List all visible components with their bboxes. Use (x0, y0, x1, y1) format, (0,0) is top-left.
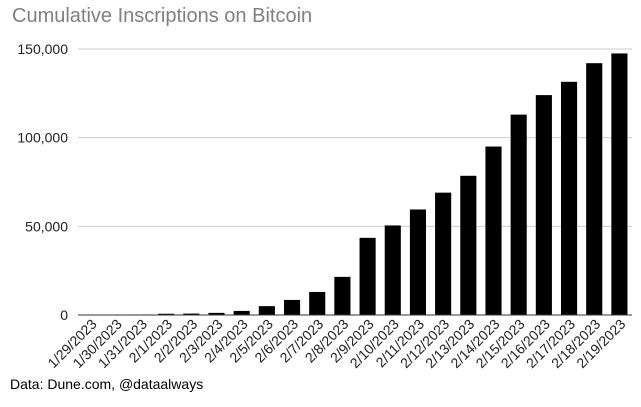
y-tick-label: 0 (60, 307, 68, 323)
bar (283, 299, 301, 315)
bar (409, 209, 427, 315)
bar (208, 312, 225, 315)
bar (359, 237, 376, 315)
bar (460, 175, 477, 315)
bar (485, 146, 502, 315)
bar (435, 192, 452, 315)
bar (233, 310, 250, 315)
bar (183, 313, 200, 315)
y-tick-label: 150,000 (17, 41, 68, 57)
bar (535, 95, 552, 316)
bar (611, 53, 628, 315)
y-tick-label: 100,000 (17, 130, 68, 146)
y-tick-label: 50,000 (25, 218, 68, 234)
bar (510, 114, 527, 315)
bar (258, 306, 275, 315)
bar (309, 291, 326, 315)
bar (334, 276, 351, 315)
x-axis-ticks: 1/29/20231/30/20231/31/20232/1/20232/2/2… (44, 316, 628, 372)
bars (82, 53, 628, 316)
source-note: Data: Dune.com, @dataalways (10, 376, 204, 392)
bar (384, 225, 401, 315)
bar (586, 63, 603, 315)
y-axis-ticks: 0 50,000 100,000 150,000 (17, 41, 68, 323)
bar (560, 81, 578, 315)
chart-title: Cumulative Inscriptions on Bitcoin (12, 5, 313, 27)
bar (158, 313, 175, 315)
